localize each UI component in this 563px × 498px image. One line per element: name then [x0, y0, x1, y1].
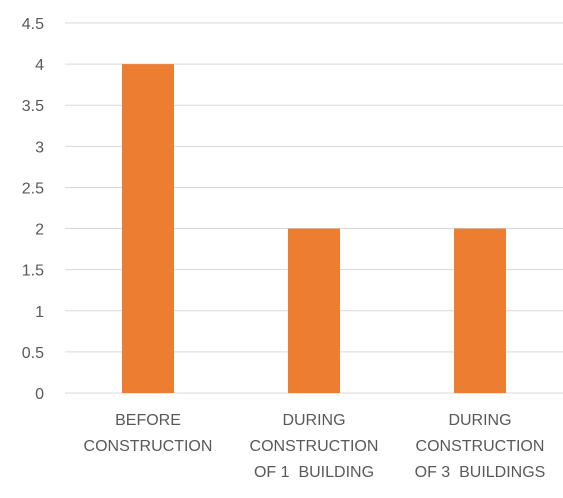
x-category-label-line: OF 3 BUILDINGS — [415, 464, 546, 481]
y-axis-ticks: 0 0.5 1 1.5 2 2.5 3 3.5 4 4.5 — [22, 16, 44, 403]
bar — [454, 228, 506, 393]
x-axis-labels: BEFORE CONSTRUCTION DURING CONSTRUCTION OF 1… — [84, 412, 546, 481]
bar — [122, 64, 174, 393]
y-tick-label: 0.5 — [22, 345, 44, 362]
x-category-label-line: CONSTRUCTION — [416, 438, 545, 455]
x-category-label-line: CONSTRUCTION — [84, 438, 213, 455]
x-category-label: DURING CONSTRUCTION OF 3 BUILDINGS — [415, 412, 546, 481]
x-category-label-line: OF 1 BUILDING — [254, 464, 374, 481]
x-category-label-line: CONSTRUCTION — [250, 438, 379, 455]
bar — [288, 228, 340, 393]
y-tick-label: 3 — [35, 139, 44, 156]
bars — [122, 64, 506, 393]
x-category-label: BEFORE CONSTRUCTION — [84, 412, 213, 455]
y-tick-label: 2 — [35, 222, 44, 239]
x-category-label-line: BEFORE — [115, 412, 181, 429]
y-tick-label: 4.5 — [22, 16, 44, 33]
x-category-label-line: DURING — [282, 412, 345, 429]
x-category-label: DURING CONSTRUCTION OF 1 BUILDING — [250, 412, 379, 481]
y-tick-label: 3.5 — [22, 98, 44, 115]
y-tick-label: 4 — [35, 57, 44, 74]
y-tick-label: 1 — [35, 304, 44, 321]
x-category-label-line: DURING — [448, 412, 511, 429]
y-tick-label: 0 — [35, 386, 44, 403]
y-tick-label: 2.5 — [22, 180, 44, 197]
y-tick-label: 1.5 — [22, 263, 44, 280]
